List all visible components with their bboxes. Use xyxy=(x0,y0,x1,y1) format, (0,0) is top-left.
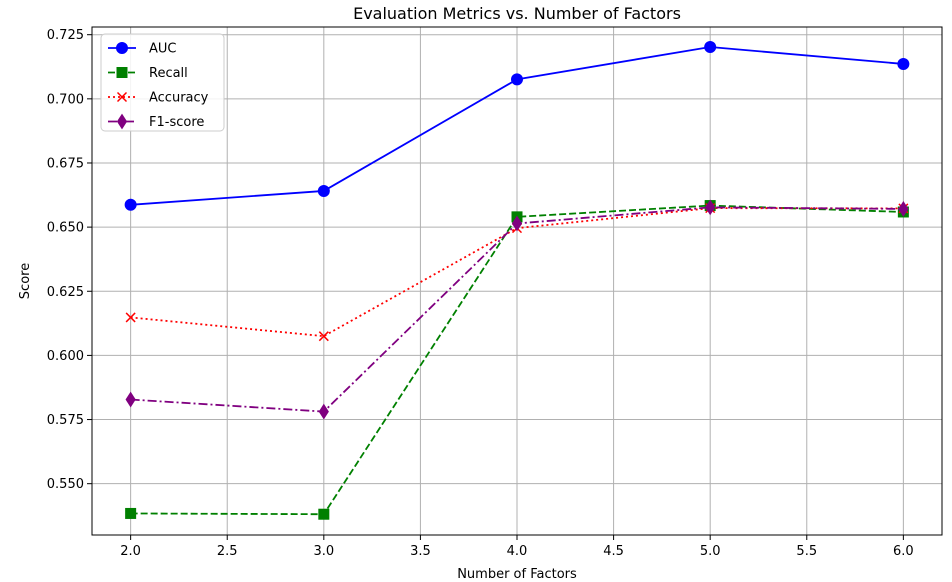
legend-accuracy-label: Accuracy xyxy=(149,91,209,106)
x-tick-label: 4.0 xyxy=(507,544,528,559)
f1-score-point xyxy=(705,199,716,216)
legend-box xyxy=(100,33,225,132)
legend-auc-label: AUC xyxy=(149,42,177,57)
auc-point xyxy=(511,73,523,86)
y-tick-label: 0.675 xyxy=(47,156,84,171)
x-tick-label: 4.5 xyxy=(603,544,624,559)
accuracy-point xyxy=(318,331,329,342)
marker-x-stroke xyxy=(125,312,136,323)
f1-score-point xyxy=(511,215,523,232)
axis-ticks: 2.0 2.5 3.0 3.5 4.0 4.5 5.0 5.5 6.0 0.550 0.575 0.6… xyxy=(47,28,914,559)
legend-recall-marker xyxy=(116,67,128,78)
auc-point xyxy=(317,184,330,197)
marker-x-stroke xyxy=(318,331,329,342)
y-tick-label: 0.575 xyxy=(47,413,84,428)
y-axis-label: Score xyxy=(18,263,33,299)
y-tick-label: 0.625 xyxy=(47,285,84,300)
f1-score-point xyxy=(125,391,136,408)
y-tick-label: 0.650 xyxy=(47,221,84,236)
series-auc xyxy=(124,41,910,211)
legend-f1-score-label: F1-score xyxy=(149,115,204,130)
accuracy-point xyxy=(125,312,136,323)
x-tick-label: 3.0 xyxy=(313,544,334,559)
legend-recall-label: Recall xyxy=(149,66,188,81)
y-tick-label: 0.600 xyxy=(47,349,84,364)
legend-f1-score-marker xyxy=(116,113,128,130)
recall-point xyxy=(318,508,330,520)
auc-point xyxy=(704,41,717,54)
legend: AUC Recall Accuracy F1-score xyxy=(100,33,225,132)
series-f1-score xyxy=(125,199,909,420)
auc-point xyxy=(124,198,137,211)
f1-score-point xyxy=(898,200,909,217)
chart-title: Evaluation Metrics vs. Number of Factors xyxy=(353,4,681,23)
legend-accuracy-marker xyxy=(116,91,128,103)
x-tick-label: 2.0 xyxy=(120,544,141,559)
x-axis-label: Number of Factors xyxy=(457,567,577,582)
series-layer xyxy=(124,41,910,520)
f1-score-point xyxy=(318,403,329,420)
x-tick-label: 2.5 xyxy=(217,544,238,559)
y-tick-label: 0.725 xyxy=(47,28,84,43)
recall-point xyxy=(125,507,137,519)
marker-x-stroke xyxy=(116,91,128,103)
auc-point xyxy=(897,57,910,70)
legend-auc-marker xyxy=(116,42,128,54)
x-tick-label: 5.0 xyxy=(700,544,721,559)
y-tick-label: 0.550 xyxy=(47,477,84,492)
y-tick-label: 0.700 xyxy=(47,92,84,107)
x-tick-label: 6.0 xyxy=(893,544,914,559)
x-tick-label: 5.5 xyxy=(796,544,817,559)
x-tick-label: 3.5 xyxy=(410,544,431,559)
